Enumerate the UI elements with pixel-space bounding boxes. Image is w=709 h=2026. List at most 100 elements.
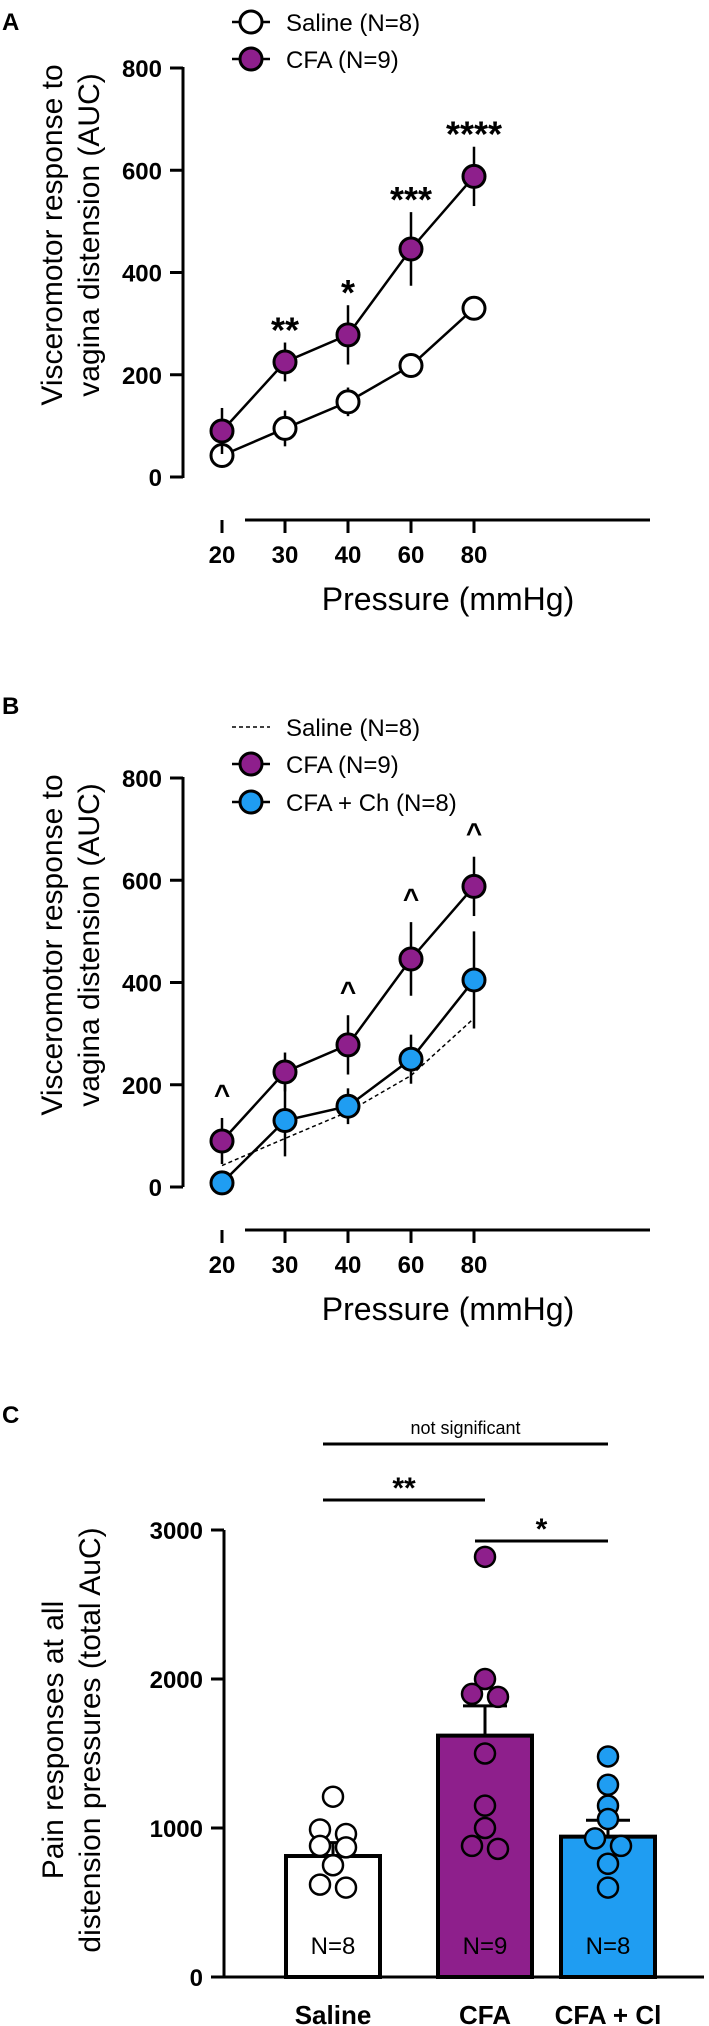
- b-series-cfa-ch-line: [221, 979, 475, 1184]
- x-axis-label-a: Pressure (mmHg): [322, 581, 574, 617]
- c-data-point: [473, 1667, 497, 1691]
- comparison-label: *: [536, 1513, 548, 1546]
- b-xtick-label: 40: [335, 1252, 362, 1279]
- y-axis-label-b-line1: Visceromotor response to: [36, 774, 69, 1115]
- c-data-point: [308, 1873, 332, 1896]
- c-ytick-label: 3000: [150, 1518, 203, 1545]
- a-significance-mark: **: [271, 310, 299, 351]
- panel-b-letter: B: [2, 693, 19, 720]
- b-series-cfa-point: [461, 873, 487, 899]
- a-xtick-label: 30: [272, 542, 299, 569]
- legend-a-saline-marker: [238, 9, 264, 35]
- a-ytick-label: 400: [122, 261, 162, 288]
- a-xtick-label: 40: [335, 542, 362, 569]
- b-series-cfa-ch-point: [398, 1046, 424, 1072]
- a-series-cfa-point: [398, 236, 424, 262]
- y-axis-label-c-line1: Pain responses at all: [37, 1601, 70, 1880]
- legend-b-ch-marker: [238, 789, 264, 815]
- c-ytick-label: 2000: [150, 1667, 203, 1694]
- bar-n-label: N=9: [463, 1933, 508, 1960]
- b-ytick-label: 400: [122, 971, 162, 998]
- b-series-cfa-point: [335, 1032, 361, 1058]
- comparison-label: **: [392, 1472, 416, 1505]
- a-significance-mark: ***: [390, 179, 432, 220]
- bar-n-label: N=8: [311, 1933, 356, 1960]
- comparison-label: not significant: [410, 1418, 520, 1438]
- a-series-saline-point: [461, 295, 487, 321]
- c-data-point: [473, 1794, 497, 1817]
- c-data-point: [473, 1742, 497, 1765]
- c-data-point: [596, 1773, 620, 1797]
- b-ytick-label: 200: [122, 1073, 162, 1100]
- panel-a-letter: A: [2, 9, 19, 36]
- c-data-point: [596, 1852, 620, 1876]
- b-xtick-label: 80: [461, 1252, 488, 1279]
- c-data-point: [334, 1836, 358, 1859]
- a-significance-mark: ****: [446, 114, 502, 155]
- y-axis-label-a-line2: vagina distension (AUC): [73, 73, 106, 396]
- panel-b: B Saline (N=8) CFA (N=9) CFA + Ch (N=8) …: [2, 693, 650, 1327]
- a-xtick-label: 20: [209, 542, 236, 569]
- b-series-cfa-ch-point: [335, 1093, 361, 1119]
- legend-b-saline-label: Saline (N=8): [286, 715, 420, 742]
- legend-b-ch-label: CFA + Ch (N=8): [286, 790, 457, 817]
- legend-b-cfa-marker: [238, 751, 264, 777]
- legend-a: Saline (N=8) CFA (N=9): [232, 9, 420, 74]
- b-xtick-label: 20: [209, 1252, 236, 1279]
- b-ytick-label: 600: [122, 868, 162, 895]
- c-data-point: [609, 1834, 633, 1858]
- c-data-point: [308, 1834, 332, 1858]
- b-xtick-label: 30: [272, 1252, 299, 1279]
- x-axis-label-b: Pressure (mmHg): [322, 1291, 574, 1327]
- legend-b-cfa-label: CFA (N=9): [286, 752, 399, 779]
- b-series-cfa-ch-point: [272, 1108, 298, 1134]
- c-category-label: Saline: [295, 2000, 372, 2026]
- c-data-point: [486, 1837, 510, 1861]
- c-data-point: [596, 1807, 620, 1831]
- c-data-point: [460, 1834, 484, 1858]
- b-xtick-label: 60: [398, 1252, 425, 1279]
- b-significance-mark: ^: [466, 818, 482, 849]
- c-ytick-label: 1000: [150, 1816, 203, 1843]
- c-data-point: [596, 1745, 620, 1768]
- c-category-label: CFA + Cl: [555, 2000, 662, 2026]
- c-ytick-label: 0: [190, 1965, 203, 1992]
- c-data-point: [321, 1854, 345, 1877]
- a-xtick-label: 60: [398, 542, 425, 569]
- b-ytick-label: 0: [149, 1175, 162, 1202]
- c-data-point: [473, 1816, 497, 1840]
- a-xtick-label: 80: [461, 542, 488, 569]
- legend-a-cfa-label: CFA (N=9): [286, 47, 399, 74]
- c-data-point: [460, 1682, 484, 1706]
- c-data-point: [583, 1827, 607, 1850]
- c-category-label: CFA: [459, 2000, 511, 2026]
- legend-b: Saline (N=8) CFA (N=9) CFA + Ch (N=8): [232, 715, 457, 817]
- c-data-point: [473, 1545, 497, 1569]
- b-significance-mark: ^: [403, 883, 419, 914]
- a-significance-mark: *: [341, 272, 355, 313]
- c-data-point: [596, 1876, 620, 1899]
- b-series-cfa-ch-point: [209, 1170, 235, 1196]
- b-series-cfa-point: [209, 1128, 235, 1154]
- a-ytick-label: 800: [122, 56, 162, 83]
- panel-c-letter: C: [2, 1402, 19, 1429]
- a-series-cfa-point: [272, 349, 298, 375]
- b-ytick-label: 800: [122, 766, 162, 793]
- legend-a-saline-label: Saline (N=8): [286, 10, 420, 37]
- bar-cfa: [436, 1733, 534, 1979]
- y-axis-label-b-line2: vagina distension (AUC): [73, 783, 106, 1106]
- c-data-point: [321, 1785, 345, 1808]
- b-series-cfa-ch-point: [461, 967, 487, 993]
- a-series-saline-point: [335, 389, 361, 415]
- a-series-saline-point: [398, 353, 424, 379]
- b-series-cfa-point: [272, 1059, 298, 1085]
- a-series-cfa-point: [335, 322, 361, 348]
- a-series-cfa-point: [461, 163, 487, 189]
- panel-a: A Saline (N=8) CFA (N=9) Visceromotor re…: [2, 9, 650, 617]
- a-ytick-label: 0: [149, 465, 162, 492]
- a-series-saline-point: [272, 415, 298, 441]
- b-series-cfa-point: [398, 946, 424, 972]
- c-data-point: [486, 1685, 510, 1709]
- a-series-cfa-point: [209, 418, 235, 444]
- bar-n-label: N=8: [586, 1933, 631, 1960]
